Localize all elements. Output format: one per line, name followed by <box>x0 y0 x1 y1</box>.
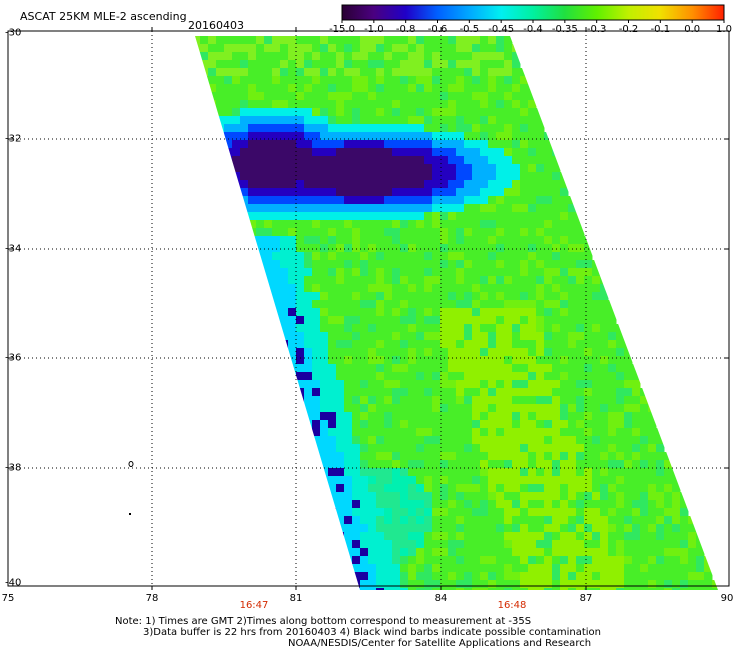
colorbar-label: -0.3 <box>586 24 607 35</box>
colorbar-label: -0.45 <box>488 24 515 35</box>
y-tick-label: -32 <box>5 133 22 145</box>
x-tick-label: 84 <box>434 593 448 604</box>
y-tick-label: -38 <box>5 462 22 474</box>
colorbar <box>341 4 725 23</box>
colorbar-label: -0.4 <box>523 24 543 35</box>
y-tick-label: -34 <box>5 243 22 255</box>
data-swath <box>0 36 740 650</box>
graticule <box>8 27 729 590</box>
credit-line: NOAA/NESDIS/Center for Satellite Applica… <box>288 638 592 649</box>
colorbar-label: 0.0 <box>684 24 701 35</box>
colorbar-label: -0.5 <box>459 24 480 35</box>
product-title: ASCAT 25KM MLE-2 ascending <box>20 10 187 23</box>
x-tick-label: 78 <box>145 593 159 604</box>
colorbar-label: -0.1 <box>650 24 671 35</box>
island-outline <box>128 461 134 515</box>
x-tick-label: 75 <box>1 593 15 604</box>
colorbar-label: -0.35 <box>551 24 578 35</box>
y-tick-label: -36 <box>5 352 22 364</box>
time-label: 16:47 <box>239 600 269 611</box>
colorbar-label: 1.0 <box>716 24 732 35</box>
map-frame <box>7 30 730 587</box>
time-label: 16:48 <box>497 600 527 611</box>
y-tick-label: -30 <box>5 27 22 39</box>
x-tick-label: 81 <box>289 593 303 604</box>
colorbar-label: -15.0 <box>329 24 355 35</box>
product-date: 20160403 <box>188 19 244 32</box>
note-line-2: 3)Data buffer is 22 hrs from 20160403 4)… <box>143 627 601 638</box>
colorbar-label: -1.0 <box>364 24 384 35</box>
colorbar-gradient <box>341 4 725 21</box>
colorbar-label: -0.6 <box>427 24 448 35</box>
note-line-1: Note: 1) Times are GMT 2)Times along bot… <box>115 616 532 627</box>
x-tick-label: 87 <box>579 593 593 604</box>
colorbar-label: -0.8 <box>395 24 416 35</box>
colorbar-label: -0.2 <box>618 24 639 35</box>
x-tick-label: 90 <box>720 593 734 604</box>
y-tick-label: -40 <box>5 577 22 589</box>
